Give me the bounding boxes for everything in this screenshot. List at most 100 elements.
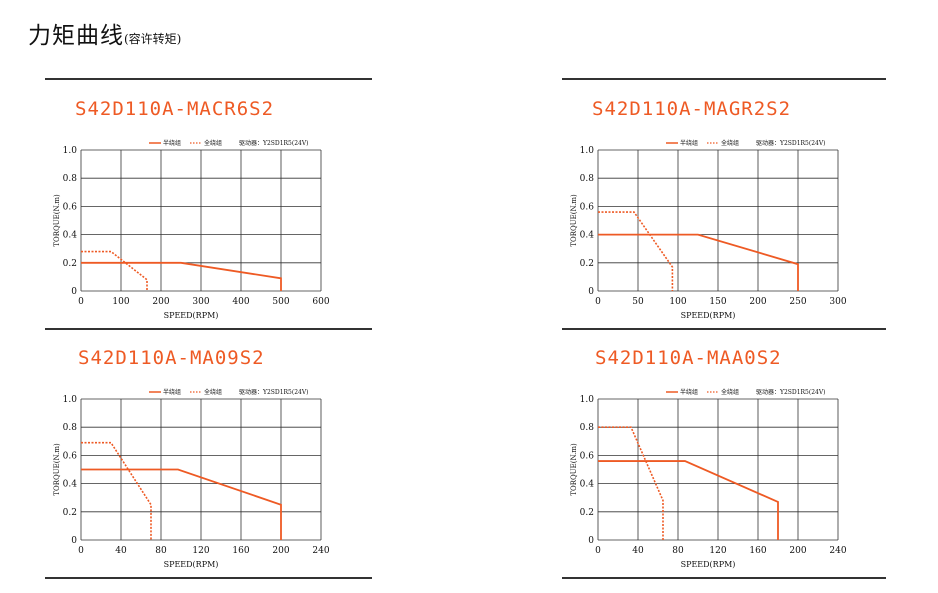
x-tick-label: 40 bbox=[115, 546, 127, 556]
x-tick-label: 0 bbox=[595, 297, 601, 307]
legend-driver: 驱动器：Y2SD1R5(24V) bbox=[239, 389, 309, 396]
x-axis-label: SPEED(RPM) bbox=[164, 311, 219, 320]
panel-top-rule bbox=[45, 78, 372, 80]
legend-driver: 驱动器：Y2SD1R5(24V) bbox=[756, 140, 826, 147]
torque-chart-4: 0 40 80 120 160 200 240 0 0.2 0.4 0.6 0.8 1.0 SPEED(R… bbox=[570, 388, 847, 569]
y-tick-label: 0.8 bbox=[580, 423, 595, 433]
y-tick-label: 0.8 bbox=[580, 174, 595, 184]
series-line-full-winding bbox=[598, 211, 674, 291]
legend-label-full: 全绕组 bbox=[204, 139, 222, 147]
x-tick-label: 200 bbox=[272, 546, 289, 556]
series-line-full-winding bbox=[81, 250, 148, 291]
y-tick-label: 0.6 bbox=[580, 451, 595, 461]
x-tick-label: 200 bbox=[152, 297, 169, 307]
x-tick-label: 100 bbox=[112, 297, 129, 307]
x-tick-label: 40 bbox=[632, 546, 644, 556]
model-name: S42D110A-MAGR2S2 bbox=[592, 98, 792, 120]
x-tick-label: 600 bbox=[312, 297, 329, 307]
y-tick-label: 1.0 bbox=[580, 146, 595, 156]
y-tick-label: 0.2 bbox=[580, 508, 594, 518]
x-tick-label: 200 bbox=[749, 297, 766, 307]
y-tick-label: 1.0 bbox=[63, 395, 78, 405]
legend-label-full: 全绕组 bbox=[721, 139, 739, 147]
legend-label-half: 半绕组 bbox=[680, 139, 698, 147]
x-tick-label: 100 bbox=[669, 297, 686, 307]
x-axis-label: SPEED(RPM) bbox=[164, 560, 219, 569]
x-tick-label: 240 bbox=[829, 546, 846, 556]
x-axis-label: SPEED(RPM) bbox=[681, 560, 736, 569]
y-tick-label: 0.2 bbox=[63, 508, 77, 518]
model-name: S42D110A-MA09S2 bbox=[78, 347, 265, 369]
x-tick-label: 160 bbox=[749, 546, 766, 556]
y-tick-label: 1.0 bbox=[63, 146, 78, 156]
y-tick-label: 0.4 bbox=[63, 480, 78, 490]
x-tick-label: 160 bbox=[232, 546, 249, 556]
x-tick-label: 80 bbox=[155, 546, 167, 556]
x-tick-label: 200 bbox=[789, 546, 806, 556]
panel-bottom-rule bbox=[45, 328, 372, 330]
x-tick-label: 300 bbox=[829, 297, 846, 307]
legend-driver: 驱动器：Y2SD1R5(24V) bbox=[756, 389, 826, 396]
legend-driver: 驱动器：Y2SD1R5(24V) bbox=[239, 140, 309, 147]
y-tick-label: 0.4 bbox=[580, 231, 595, 241]
panel-top-rule bbox=[562, 78, 886, 80]
model-name: S42D110A-MACR6S2 bbox=[75, 98, 275, 120]
panel-bottom-rule bbox=[562, 328, 886, 330]
x-tick-label: 80 bbox=[672, 546, 684, 556]
x-tick-label: 120 bbox=[192, 546, 209, 556]
y-tick-label: 0.6 bbox=[63, 202, 78, 212]
page-title-sub: (容许转矩) bbox=[124, 32, 182, 46]
panel-bottom-rule bbox=[45, 577, 372, 579]
y-tick-label: 0.2 bbox=[63, 259, 77, 269]
legend-label-half: 半绕组 bbox=[680, 388, 698, 396]
series-line-half-winding bbox=[598, 233, 799, 291]
x-tick-label: 50 bbox=[632, 297, 644, 307]
model-name: S42D110A-MAA0S2 bbox=[595, 347, 782, 369]
y-axis-label: TORQUE(N.m) bbox=[53, 443, 61, 496]
x-tick-label: 500 bbox=[272, 297, 289, 307]
page-title-main: 力矩曲线 bbox=[28, 23, 124, 49]
page-title: 力矩曲线(容许转矩) bbox=[28, 16, 181, 50]
y-tick-label: 1.0 bbox=[580, 395, 595, 405]
x-tick-label: 300 bbox=[192, 297, 209, 307]
legend-label-half: 半绕组 bbox=[163, 139, 181, 147]
chart-panel-4: S42D110A-MAA0S2 0 40 80 120 160 200 240 0 0.2 0.4… bbox=[562, 327, 892, 579]
x-axis-label: SPEED(RPM) bbox=[681, 311, 736, 320]
x-tick-label: 120 bbox=[709, 546, 726, 556]
chart-panel-2: S42D110A-MAGR2S2 0 50 100 150 200 250 300 0 0.2 0… bbox=[562, 78, 892, 330]
y-tick-label: 0 bbox=[588, 536, 594, 546]
y-tick-label: 0.8 bbox=[63, 174, 78, 184]
series-line-full-winding bbox=[81, 441, 152, 540]
x-tick-label: 0 bbox=[78, 297, 84, 307]
series-line-half-winding bbox=[598, 460, 779, 540]
y-tick-label: 0.8 bbox=[63, 423, 78, 433]
y-tick-label: 0.4 bbox=[63, 231, 78, 241]
y-tick-label: 0.6 bbox=[63, 451, 78, 461]
x-tick-label: 400 bbox=[232, 297, 249, 307]
chart-panel-3: S42D110A-MA09S2 0 40 80 120 160 200 240 0 0.2 0.4… bbox=[45, 327, 375, 579]
y-axis-label: TORQUE(N.m) bbox=[570, 443, 578, 496]
legend-label-half: 半绕组 bbox=[163, 388, 181, 396]
y-tick-label: 0.4 bbox=[580, 480, 595, 490]
y-axis-label: TORQUE(N.m) bbox=[53, 194, 61, 247]
x-tick-label: 250 bbox=[789, 297, 806, 307]
y-tick-label: 0.2 bbox=[580, 259, 594, 269]
torque-chart-2: 0 50 100 150 200 250 300 0 0.2 0.4 0.6 0.8 1.0 SPEED(… bbox=[570, 139, 847, 320]
y-tick-label: 0 bbox=[71, 536, 77, 546]
x-tick-label: 150 bbox=[709, 297, 726, 307]
y-axis-label: TORQUE(N.m) bbox=[570, 194, 578, 247]
x-tick-label: 0 bbox=[78, 546, 84, 556]
torque-chart-3: 0 40 80 120 160 200 240 0 0.2 0.4 0.6 0.8 1.0 SPEED(R… bbox=[53, 388, 330, 569]
x-tick-label: 0 bbox=[595, 546, 601, 556]
torque-chart-1: 0 100 200 300 400 500 600 0 0.2 0.4 0.6 0.8 1.0 SPEED… bbox=[53, 139, 330, 320]
chart-panel-1: S42D110A-MACR6S2 0 100 200 300 400 500 600 0 0.2… bbox=[45, 78, 375, 330]
series-line-half-winding bbox=[81, 261, 282, 291]
series-line-half-winding bbox=[81, 468, 282, 540]
x-tick-label: 240 bbox=[312, 546, 329, 556]
y-tick-label: 0 bbox=[71, 287, 77, 297]
y-tick-label: 0.6 bbox=[580, 202, 595, 212]
panel-bottom-rule bbox=[562, 577, 886, 579]
legend-label-full: 全绕组 bbox=[204, 388, 222, 396]
y-tick-label: 0 bbox=[588, 287, 594, 297]
legend-label-full: 全绕组 bbox=[721, 388, 739, 396]
